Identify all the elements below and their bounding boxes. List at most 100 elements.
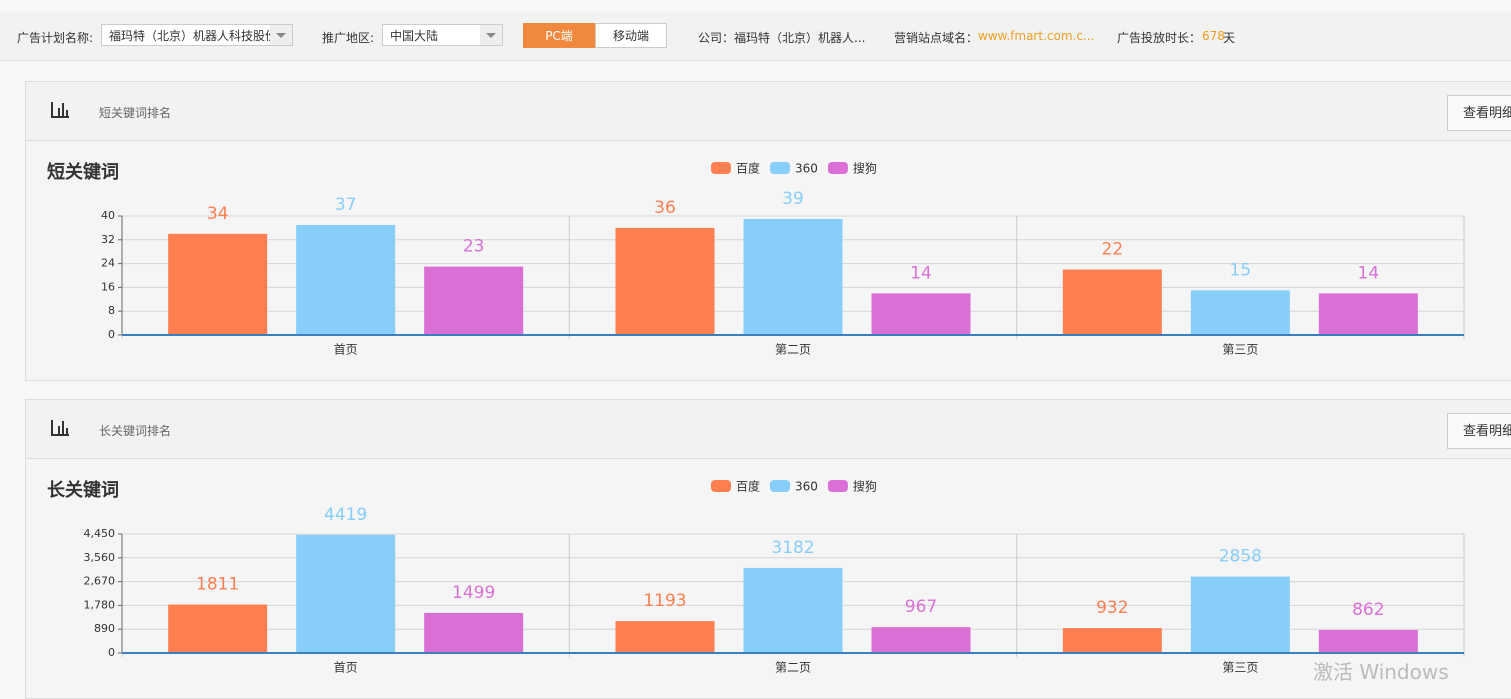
- y-tick-label: 1,780: [84, 598, 116, 611]
- panel-label: 短关键词排名: [99, 106, 172, 120]
- bar: [1062, 269, 1162, 335]
- value-label: 22: [1102, 240, 1124, 260]
- duration-value: 678: [1202, 29, 1225, 43]
- bar: [1318, 293, 1418, 335]
- legend-swatch: [827, 480, 848, 492]
- value-label: 862: [1352, 600, 1384, 620]
- value-label: 14: [1358, 263, 1380, 283]
- value-label: 3182: [771, 538, 814, 558]
- y-tick-label: 0: [108, 328, 115, 341]
- bar: [1190, 290, 1290, 335]
- value-label: 932: [1096, 598, 1128, 618]
- chart-icon: [51, 420, 69, 436]
- x-tick-label: 第三页: [1222, 661, 1258, 675]
- icon-bar: [62, 421, 64, 434]
- duration-unit: 天: [1223, 31, 1236, 45]
- legend-label: 百度: [736, 161, 760, 176]
- region-label: 推广地区:: [322, 31, 375, 45]
- bar: [168, 604, 268, 653]
- chart: 长关键词 百度 360 搜狗 0 890 1,780 2,670 3,560 4,450 首页 181…: [47, 479, 1465, 675]
- icon-bar: [58, 426, 60, 434]
- bar: [743, 567, 843, 653]
- bar: [296, 224, 396, 335]
- legend-label: 搜狗: [853, 479, 877, 494]
- value-label: 34: [207, 204, 229, 224]
- value-label: 39: [782, 189, 804, 209]
- y-tick-label: 2,670: [84, 575, 116, 588]
- chart: 短关键词 百度 360 搜狗 0 8 16 24 32 40 首页 34 37 23 第二页 36 39 14 第三…: [47, 161, 1465, 357]
- duration-label: 广告投放时长：: [1117, 31, 1202, 45]
- y-tick-label: 24: [101, 257, 115, 270]
- site-label: 营销站点域名：: [894, 31, 979, 45]
- y-tick-label: 16: [101, 280, 115, 293]
- page: 广告计划名称: 福玛特（北京）机器人科技股份 推广地区: 中国大陆 PC端 移动…: [0, 12, 1511, 699]
- legend-swatch: [711, 162, 731, 174]
- legend-swatch: [770, 480, 791, 492]
- chart-title: 长关键词: [47, 479, 119, 501]
- x-tick-label: 第二页: [775, 343, 811, 357]
- legend-label: 360: [795, 162, 818, 176]
- detail-button[interactable]: 查看明细: [1447, 413, 1511, 449]
- chart-title: 短关键词: [47, 161, 119, 183]
- bar: [1190, 576, 1290, 653]
- value-label: 14: [910, 263, 932, 283]
- pc-button[interactable]: PC端: [523, 23, 595, 48]
- bar: [871, 627, 971, 653]
- value-label: 15: [1230, 260, 1252, 280]
- y-tick-label: 40: [101, 209, 115, 222]
- chart-icon: [51, 102, 69, 118]
- value-label: 1499: [452, 583, 495, 603]
- bar: [1062, 628, 1162, 653]
- bar: [168, 233, 268, 335]
- legend-label: 360: [795, 480, 818, 494]
- y-tick-label: 890: [94, 622, 115, 635]
- y-tick-label: 4,450: [84, 527, 116, 540]
- mobile-button[interactable]: 移动端: [595, 23, 667, 48]
- y-tick-label: 3,560: [84, 551, 116, 564]
- icon-bar: [66, 110, 68, 116]
- x-tick-label: 第二页: [775, 661, 811, 675]
- legend-swatch: [711, 480, 731, 492]
- y-tick-label: 8: [108, 304, 115, 317]
- x-tick-label: 首页: [334, 343, 358, 357]
- x-tick-label: 第三页: [1222, 343, 1258, 357]
- legend-swatch: [827, 162, 848, 174]
- plan-label: 广告计划名称:: [17, 31, 94, 45]
- bar: [296, 534, 396, 653]
- legend-swatch: [770, 162, 791, 174]
- bar: [424, 612, 524, 653]
- plan-select[interactable]: 福玛特（北京）机器人科技股份: [101, 24, 293, 46]
- x-tick-label: 首页: [334, 661, 358, 675]
- icon-bar: [62, 103, 64, 116]
- detail-button[interactable]: 查看明细: [1447, 95, 1511, 131]
- y-tick-label: 32: [101, 233, 115, 246]
- region-select[interactable]: 中国大陆: [382, 24, 503, 46]
- panel-header: 长关键词排名 查看明细: [26, 400, 1511, 459]
- value-label: 1193: [643, 591, 686, 611]
- bar: [743, 218, 843, 335]
- panel: 短关键词排名 查看明细 短关键词 百度 360 搜狗 0 8 16 24 32 40 首页 34 37 23 第…: [25, 81, 1511, 381]
- value-label: 37: [335, 195, 357, 215]
- value-label: 1811: [196, 575, 239, 595]
- company: 公司：福玛特（北京）机器人...: [698, 31, 866, 45]
- region-value: 中国大陆: [390, 29, 439, 43]
- panel-header: 短关键词排名 查看明细: [26, 82, 1511, 141]
- value-label: 2858: [1219, 547, 1262, 567]
- bar: [615, 621, 715, 653]
- plan-value: 福玛特（北京）机器人科技股份: [109, 29, 278, 43]
- y-tick-label: 0: [108, 646, 115, 659]
- bar: [1318, 629, 1418, 653]
- value-label: 36: [654, 198, 676, 218]
- site-value: www.fmart.com.c...: [978, 29, 1095, 43]
- icon-bar: [66, 428, 68, 434]
- value-label: 4419: [324, 505, 367, 525]
- bar: [424, 266, 524, 335]
- bar: [615, 227, 715, 335]
- icon-bar: [58, 108, 60, 116]
- panel-label: 长关键词排名: [99, 424, 172, 438]
- legend-label: 百度: [736, 479, 760, 494]
- legend-label: 搜狗: [853, 161, 877, 176]
- panel: 长关键词排名 查看明细长关键词 百度 360 搜狗 0 890 1,780 2,670 3,560…: [25, 399, 1511, 699]
- watermark: 激活 Windows: [1313, 660, 1449, 684]
- filter-bar: 广告计划名称: 福玛特（北京）机器人科技股份 推广地区: 中国大陆 PC端 移动…: [0, 12, 1511, 61]
